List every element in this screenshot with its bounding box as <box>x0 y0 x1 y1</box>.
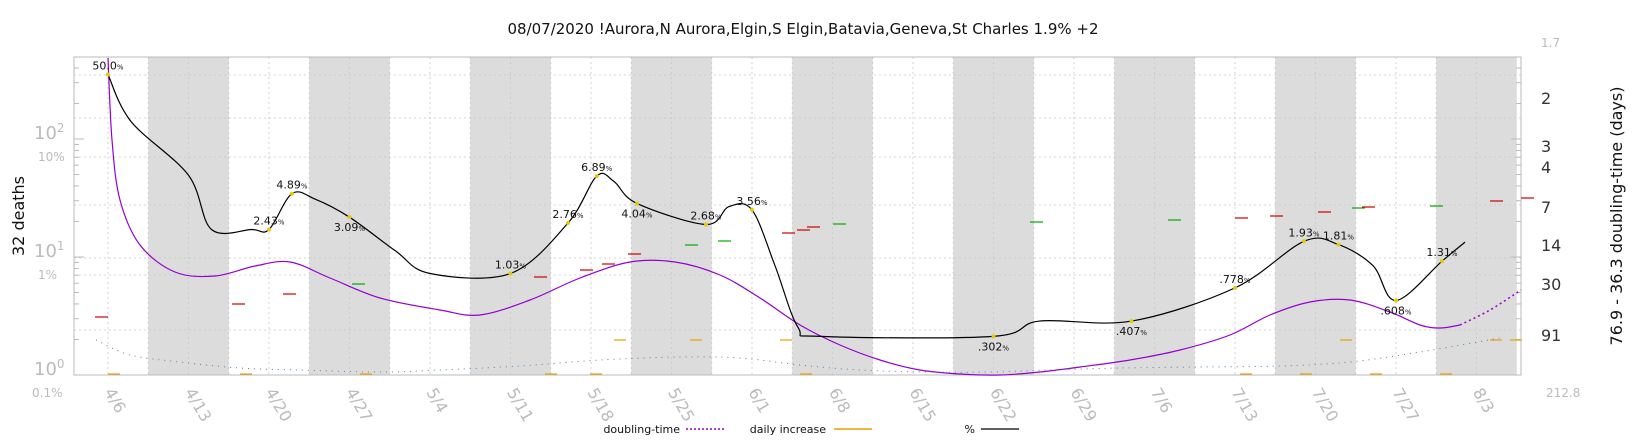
annotation-label: 2.76% <box>552 208 584 221</box>
legend: doubling-time daily increase % <box>603 423 1019 436</box>
y-axis-left-label: 32 deaths <box>9 176 28 256</box>
x-tick-label: 4/20 <box>262 385 296 426</box>
x-range-label-left: 0.1% <box>32 386 63 400</box>
percent-point <box>290 191 294 196</box>
y-right-tick-label: 91 <box>1541 326 1561 345</box>
annotation-label: 2.68% <box>690 209 722 222</box>
y-axis-right-label: 76.9 - 36.3 doubling-time (days) <box>1607 87 1626 346</box>
y-left-tick-label: 100 <box>34 357 65 380</box>
annotation-label: 1.81% <box>1323 230 1355 243</box>
y-right-tick-label: 14 <box>1541 236 1561 255</box>
percent-point <box>1302 239 1306 244</box>
percent-point <box>566 220 570 225</box>
doubling-time-line <box>107 57 1461 376</box>
y-right-tick-label: 4 <box>1541 158 1551 177</box>
x-tick-label: 8/3 <box>1469 385 1498 417</box>
annotation-label: 4.89% <box>276 179 308 192</box>
y-left-tick-label: 102 <box>34 121 65 144</box>
annotation-label: 2.43% <box>253 214 285 227</box>
percent-point <box>1336 242 1341 247</box>
percent-point <box>635 201 639 206</box>
x-tick-label: 4/13 <box>181 385 215 426</box>
y-right-tick-label: 3 <box>1541 137 1551 156</box>
x-tick-label: 6/15 <box>906 385 940 426</box>
x-tick-label: 7/20 <box>1308 385 1342 426</box>
x-tick-label: 7/27 <box>1389 385 1423 426</box>
y-right-tick-label: 30 <box>1541 275 1561 294</box>
y-right-tick-label: 1.7 <box>1541 36 1560 50</box>
percent-point <box>106 72 110 77</box>
annotation-label: .407% <box>1116 325 1148 338</box>
x-tick-label: 5/4 <box>423 385 452 417</box>
grid <box>74 57 1521 376</box>
percent-point <box>1129 319 1134 324</box>
annotations: 50.0% 2.43% 4.89% 3.09% 1.03% 2.76% 6.89% 4.04%… <box>92 60 1458 354</box>
y-right-tick-label: 7 <box>1541 198 1551 217</box>
x-tick-label: 6/22 <box>986 385 1020 426</box>
y-left-tick-label: 101 <box>34 239 65 262</box>
chart-title: 08/07/2020 !Aurora,N Aurora,Elgin,S Elgi… <box>507 20 1098 38</box>
x-tick-label: 6/29 <box>1067 385 1101 426</box>
percent-point <box>267 227 271 232</box>
annotation-label: 3.09% <box>334 221 366 234</box>
x-tick-label: 4/27 <box>342 385 376 426</box>
percent-point <box>508 271 513 276</box>
annotation-label: 1.03% <box>495 258 527 271</box>
y-axis-percent-ticks: 1% 10% <box>38 150 65 282</box>
x-tick-label: 4/6 <box>101 385 130 417</box>
percent-point <box>1440 259 1444 264</box>
y-right-tick-label: 2 <box>1541 89 1551 108</box>
legend-label-daily-increase: daily increase <box>750 423 826 436</box>
y-axis-right-ticks: 1.7 2 3 4 7 14 30 91 <box>1541 36 1561 345</box>
x-tick-label: 7/13 <box>1228 385 1262 426</box>
annotation-label: 4.04% <box>621 207 653 220</box>
annotation-label: .608% <box>1380 304 1412 317</box>
percent-point <box>704 222 708 227</box>
x-tick-label: 6/1 <box>745 385 774 417</box>
x-tick-label: 5/25 <box>664 385 698 426</box>
annotation-label: 6.89% <box>581 161 613 174</box>
y-percent-tick-label: 10% <box>38 150 65 164</box>
annotation-label: 1.93% <box>1288 226 1320 239</box>
percent-point <box>347 215 352 220</box>
legend-label-percent: % <box>965 423 975 436</box>
x-range-label-right: 212.8 <box>1546 386 1580 400</box>
legend-label-doubling-time: doubling-time <box>603 423 680 436</box>
percent-point <box>750 207 754 212</box>
annotation-label: .302% <box>978 340 1010 353</box>
percent-point <box>1233 285 1237 290</box>
percent-point <box>1394 298 1398 303</box>
decorative-markers <box>95 197 1534 375</box>
percent-point <box>594 174 599 179</box>
annotation-label: 1.31% <box>1426 246 1458 259</box>
annotation-label: 50.0% <box>92 60 124 73</box>
x-tick-label: 5/11 <box>503 385 537 426</box>
x-tick-label: 5/18 <box>584 385 618 426</box>
x-tick-label: 7/6 <box>1147 385 1176 417</box>
y-percent-tick-label: 1% <box>38 268 57 282</box>
plot-frame <box>73 56 1522 376</box>
annotation-label: 3.56% <box>736 195 768 208</box>
x-tick-label: 6/8 <box>825 385 854 417</box>
percent-point <box>991 334 996 339</box>
x-axis-ticks: 4/6 4/13 4/20 4/27 5/4 5/11 5/18 5/25 6/1 6/8 6/15… <box>101 385 1499 426</box>
percent-points <box>106 72 1444 339</box>
annotation-label: .778% <box>1219 273 1251 286</box>
